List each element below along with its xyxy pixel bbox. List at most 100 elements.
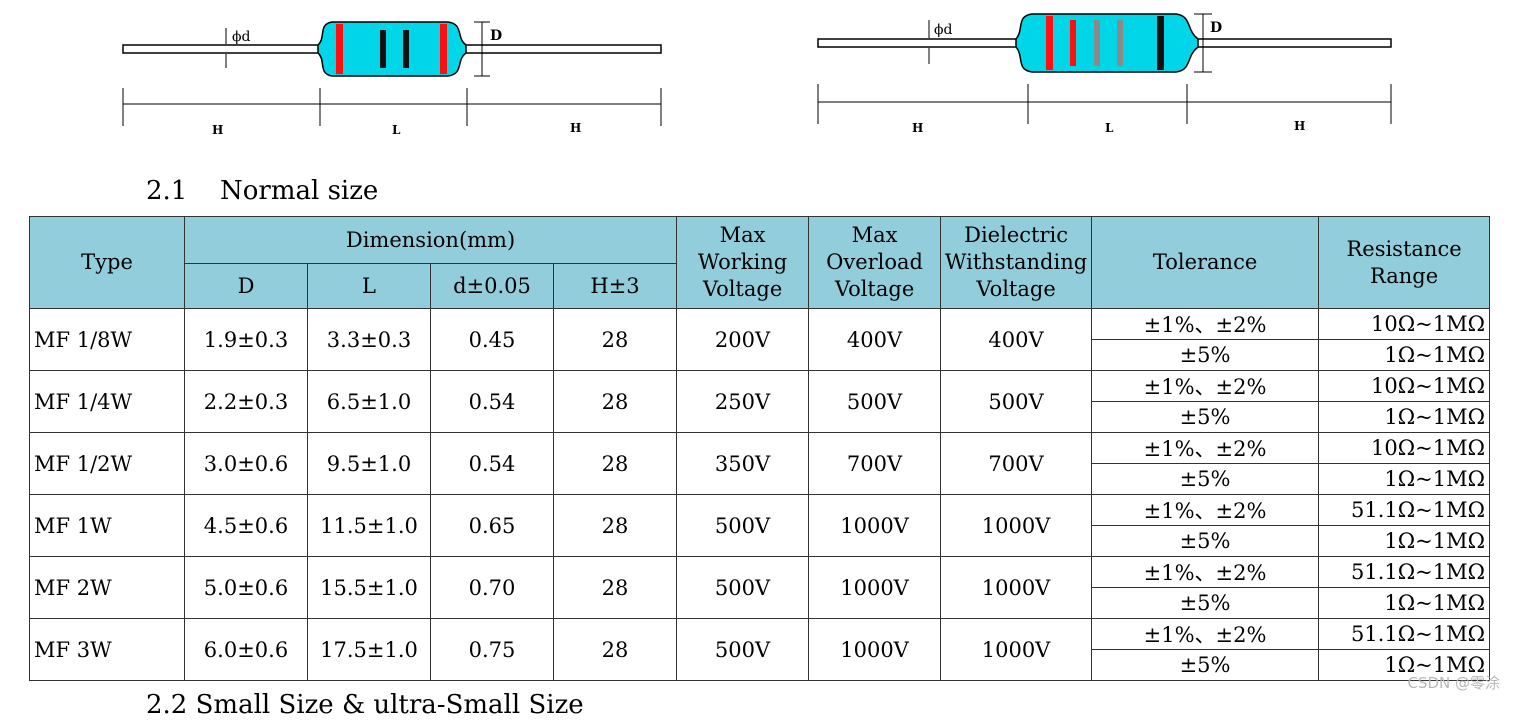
col-header-resistance: Resistance Range	[1318, 216, 1491, 309]
cell-dielectric-voltage: 1000V	[940, 556, 1093, 619]
section-number: 2.1	[146, 176, 188, 206]
cell-d: 0.54	[430, 370, 554, 433]
cell-type: MF 1/2W	[29, 432, 185, 495]
cell-overload-voltage: 1000V	[808, 556, 942, 619]
spec-table: Type Dimension(mm) Max Working Voltage Max…	[29, 216, 1491, 681]
cell-tolerance: ±1%、±2%	[1091, 370, 1320, 402]
cell-H: 28	[552, 618, 678, 681]
cell-working-voltage: 500V	[676, 618, 810, 681]
cell-tolerance: ±5%	[1091, 339, 1320, 371]
col-header-max-overload: Max Overload Voltage	[808, 216, 942, 309]
cell-working-voltage: 250V	[676, 370, 810, 433]
cell-resistance-range: 51.1Ω~1MΩ	[1318, 556, 1491, 588]
watermark: CSDN @零涂	[1407, 674, 1500, 692]
cell-resistance-range: 10Ω~1MΩ	[1318, 370, 1491, 402]
cell-resistance-range: 1Ω~1MΩ	[1318, 339, 1491, 371]
table-body: MF 1/8W 1.9±0.3 3.3±0.3 0.45 28 200V 400V 400V ±…	[29, 308, 1491, 681]
resistor-drawing: ϕd D H L H	[122, 21, 662, 137]
cell-tolerance: ±1%、±2%	[1091, 308, 1320, 340]
cell-D: 4.5±0.6	[184, 494, 308, 557]
cell-L: 17.5±1.0	[307, 618, 431, 681]
section-heading: 2.1 Normal size	[146, 176, 378, 206]
cell-tolerance: ±1%、±2%	[1091, 618, 1320, 650]
lead-len-left-label: H	[212, 123, 223, 137]
cell-dielectric-voltage: 1000V	[940, 618, 1093, 681]
cell-resistance-range: 1Ω~1MΩ	[1318, 401, 1491, 433]
table-subrow: ±5% 1Ω~1MΩ	[30, 339, 1491, 371]
cell-d: 0.45	[430, 308, 554, 371]
cell-L: 6.5±1.0	[307, 370, 431, 433]
table-row: MF 3W 6.0±0.6 17.5±1.0 0.75 28 500V 1000V 1000V…	[29, 618, 1491, 681]
header-row: Type Dimension(mm) Max Working Voltage Max…	[29, 216, 1491, 309]
cell-type: MF 2W	[29, 556, 185, 619]
lead-len-right-label: H	[1294, 119, 1305, 133]
cell-overload-voltage: 1000V	[808, 618, 942, 681]
lead-dia-label: ϕd	[232, 29, 251, 45]
cell-L: 9.5±1.0	[307, 432, 431, 495]
table-subrow: ±5% 1Ω~1MΩ	[30, 649, 1491, 681]
section-title: Normal size	[220, 176, 379, 206]
cell-H: 28	[552, 370, 678, 433]
resistor-drawing: ϕd D H L H	[817, 13, 1392, 135]
body-len-label: L	[392, 123, 401, 137]
cell-resistance-range: 1Ω~1MΩ	[1318, 649, 1491, 681]
table-row: MF 1/4W 2.2±0.3 6.5±1.0 0.54 28 250V 500V 500V ±…	[29, 370, 1491, 433]
cell-resistance-range: 51.1Ω~1MΩ	[1318, 494, 1491, 526]
cell-tolerance: ±1%、±2%	[1091, 494, 1320, 526]
cell-D: 1.9±0.3	[184, 308, 308, 371]
cell-type: MF 3W	[29, 618, 185, 681]
cell-overload-voltage: 500V	[808, 370, 942, 433]
col-header-max-working: Max Working Voltage	[676, 216, 810, 309]
cell-working-voltage: 500V	[676, 556, 810, 619]
cell-resistance-range: 1Ω~1MΩ	[1318, 463, 1491, 495]
cell-dielectric-voltage: 500V	[940, 370, 1093, 433]
cell-tolerance: ±5%	[1091, 649, 1320, 681]
cell-tolerance: ±1%、±2%	[1091, 432, 1320, 464]
cell-resistance-range: 51.1Ω~1MΩ	[1318, 618, 1491, 650]
cell-D: 5.0±0.6	[184, 556, 308, 619]
cell-resistance-range: 1Ω~1MΩ	[1318, 587, 1491, 619]
cell-D: 2.2±0.3	[184, 370, 308, 433]
cell-d: 0.70	[430, 556, 554, 619]
cell-d: 0.54	[430, 432, 554, 495]
col-header-L: L	[307, 263, 431, 309]
cell-resistance-range: 1Ω~1MΩ	[1318, 525, 1491, 557]
cell-type: MF 1/8W	[29, 308, 185, 371]
cell-overload-voltage: 1000V	[808, 494, 942, 557]
cell-dielectric-voltage: 400V	[940, 308, 1093, 371]
col-header-D: D	[184, 263, 308, 309]
cell-resistance-range: 10Ω~1MΩ	[1318, 308, 1491, 340]
col-header-tolerance: Tolerance	[1091, 216, 1320, 309]
body-dia-label: D	[1210, 20, 1222, 36]
table-subrow: ±5% 1Ω~1MΩ	[30, 463, 1491, 495]
cell-type: MF 1W	[29, 494, 185, 557]
cell-d: 0.65	[430, 494, 554, 557]
table-row: MF 2W 5.0±0.6 15.5±1.0 0.70 28 500V 1000V 1000V…	[29, 556, 1491, 619]
table-subrow: ±5% 1Ω~1MΩ	[30, 525, 1491, 557]
lead-len-left-label: H	[912, 121, 923, 135]
cell-L: 3.3±0.3	[307, 308, 431, 371]
col-header-H: H±3	[552, 263, 678, 309]
cell-d: 0.75	[430, 618, 554, 681]
cell-D: 6.0±0.6	[184, 618, 308, 681]
cell-D: 3.0±0.6	[184, 432, 308, 495]
cell-resistance-range: 10Ω~1MΩ	[1318, 432, 1491, 464]
cell-working-voltage: 350V	[676, 432, 810, 495]
cell-dielectric-voltage: 1000V	[940, 494, 1093, 557]
table-row: MF 1/2W 3.0±0.6 9.5±1.0 0.54 28 350V 700V 700V ±…	[29, 432, 1491, 495]
cell-type: MF 1/4W	[29, 370, 185, 433]
next-section-heading: 2.2 Small Size & ultra-Small Size	[146, 690, 584, 720]
lead-len-right-label: H	[570, 121, 581, 135]
col-header-d: d±0.05	[430, 263, 554, 309]
cell-tolerance: ±1%、±2%	[1091, 556, 1320, 588]
cell-overload-voltage: 700V	[808, 432, 942, 495]
cell-H: 28	[552, 308, 678, 371]
body-len-label: L	[1105, 121, 1114, 135]
col-header-type: Type	[29, 216, 185, 309]
cell-working-voltage: 500V	[676, 494, 810, 557]
cell-working-voltage: 200V	[676, 308, 810, 371]
cell-overload-voltage: 400V	[808, 308, 942, 371]
header-subrow: D L d±0.05 H±3	[30, 263, 1490, 309]
resistor-diagram-left: ϕd D H L H	[0, 0, 700, 154]
table-row: MF 1W 4.5±0.6 11.5±1.0 0.65 28 500V 1000V 1000V…	[29, 494, 1491, 557]
